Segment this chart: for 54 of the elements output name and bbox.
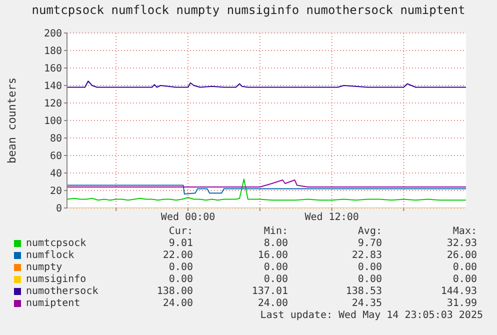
line-series xyxy=(67,184,466,194)
text: 24.00 xyxy=(162,298,193,309)
y-axis-title: bean counters xyxy=(6,77,18,164)
text: Min: xyxy=(264,226,288,237)
legend-label: numtcpsock xyxy=(26,238,86,249)
text: 31.99 xyxy=(446,298,477,309)
text: 16.00 xyxy=(258,250,288,261)
y-tick-label: 120 xyxy=(44,98,62,110)
legend-label: numsiginfo xyxy=(26,274,86,285)
text: Avg: xyxy=(358,226,382,237)
y-tick-label: 20 xyxy=(50,186,62,198)
text: 0.00 xyxy=(452,262,477,273)
text: 0.00 xyxy=(358,274,382,285)
legend-label: numiptent xyxy=(26,298,80,309)
y-tick-label: 60 xyxy=(50,151,62,162)
y-tick-label: 80 xyxy=(50,134,62,145)
y-tick-label: 140 xyxy=(44,81,62,92)
text: 22.83 xyxy=(352,250,382,261)
x-tick-label: Wed 00:00 xyxy=(160,212,216,224)
line-series xyxy=(67,180,466,188)
text: 26.00 xyxy=(446,250,477,261)
text: 24.00 xyxy=(258,298,288,309)
text: 9.01 xyxy=(168,238,193,249)
text: 22.00 xyxy=(162,250,193,261)
text: 32.93 xyxy=(446,238,477,249)
text: 8.00 xyxy=(264,238,288,249)
text: 0.00 xyxy=(168,274,193,285)
y-tick-label: 100 xyxy=(44,116,62,128)
text: 144.93 xyxy=(440,286,477,297)
text: 137.01 xyxy=(252,286,288,297)
y-tick-label: 160 xyxy=(44,64,62,75)
x-tick-label: Wed 12:00 xyxy=(304,212,359,224)
line-series xyxy=(67,178,466,201)
text: 138.00 xyxy=(156,286,193,297)
text: Cur: xyxy=(168,226,193,237)
y-tick-label: 200 xyxy=(44,28,62,40)
text: 24.35 xyxy=(352,298,382,309)
text: 0.00 xyxy=(452,274,477,285)
text: 138.53 xyxy=(346,286,382,297)
text: Last update: Wed May 14 23:05:03 2025 xyxy=(260,310,483,321)
line-series xyxy=(67,80,466,88)
y-tick-label: 0 xyxy=(56,204,62,215)
text: 0.00 xyxy=(168,262,193,273)
legend-label: numothersock xyxy=(26,286,98,297)
text: 0.00 xyxy=(264,274,288,285)
text: 0.00 xyxy=(264,262,288,273)
y-tick-label: 40 xyxy=(50,168,62,180)
legend-label: numpty xyxy=(26,262,62,273)
text: 0.00 xyxy=(358,262,382,273)
text: 9.70 xyxy=(358,238,382,249)
y-tick-label: 180 xyxy=(44,46,62,58)
text: Max: xyxy=(452,226,477,237)
legend-label: numflock xyxy=(26,250,74,261)
chart-title: numtcpsock numflock numpty numsiginfo numothersock numiptent xyxy=(30,3,466,17)
